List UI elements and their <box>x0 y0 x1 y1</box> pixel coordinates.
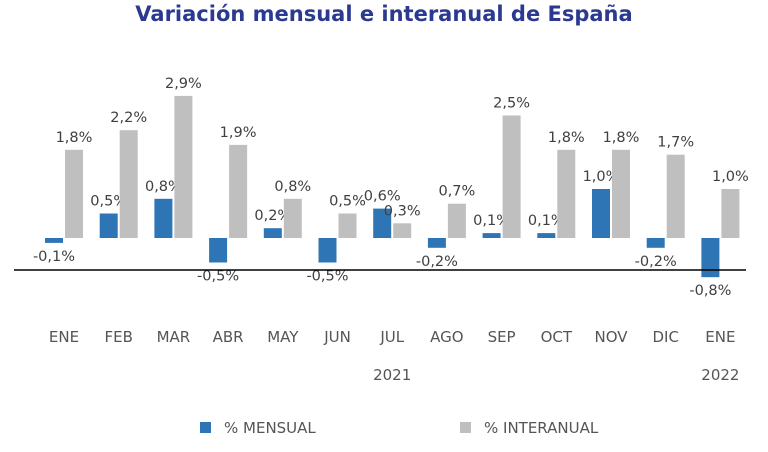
data-label-mensual: -0,8% <box>689 283 731 299</box>
year-label: 2022 <box>701 366 739 384</box>
x-tick-label: JUL <box>379 328 404 346</box>
bar-mensual <box>45 238 63 243</box>
x-tick-label: JUN <box>323 328 351 346</box>
data-label-mensual: 1,0% <box>583 169 620 185</box>
bar-interanual <box>174 95 193 239</box>
data-label-interanual: 1,8% <box>548 130 585 146</box>
data-label-interanual: 1,8% <box>603 130 640 146</box>
bar-mensual <box>209 238 228 263</box>
legend-swatch <box>460 422 471 433</box>
legend-label: % INTERANUAL <box>484 419 599 437</box>
bar-mensual <box>537 233 556 238</box>
bar-mensual <box>482 233 501 238</box>
x-tick-label: MAR <box>157 328 191 346</box>
bar-interanual <box>393 223 412 238</box>
data-label-mensual: 0,1% <box>528 213 565 229</box>
data-label-interanual: 2,9% <box>165 76 202 92</box>
chart-title: Variación mensual e interanual de España <box>135 2 633 26</box>
x-tick-label: ENE <box>705 328 735 346</box>
bar-mensual <box>263 228 282 238</box>
bar-mensual <box>318 238 337 263</box>
bar-interanual <box>557 149 576 238</box>
legend-label: % MENSUAL <box>224 419 316 437</box>
bar-interanual <box>666 154 685 238</box>
data-label-interanual: 1,0% <box>712 169 749 185</box>
x-tick-label: MAY <box>267 328 299 346</box>
data-label-interanual: 1,7% <box>657 135 694 151</box>
data-label-mensual: -0,2% <box>416 254 458 270</box>
data-label-mensual: -0,2% <box>635 254 677 270</box>
legend-swatch <box>200 422 211 433</box>
bar-interanual <box>502 115 521 238</box>
data-label-interanual: 1,9% <box>220 125 257 141</box>
data-label-mensual: 0,5% <box>90 194 127 210</box>
bar-mensual <box>373 208 392 238</box>
bar-mensual <box>154 198 173 238</box>
bar-interanual <box>283 198 302 238</box>
data-label-mensual: 0,2% <box>254 208 291 224</box>
x-tick-label: ENE <box>49 328 79 346</box>
bar-interanual <box>229 144 248 238</box>
data-label-mensual: 0,8% <box>145 179 182 195</box>
x-tick-label: NOV <box>594 328 628 346</box>
bar-mensual <box>592 189 610 238</box>
data-label-interanual: 1,8% <box>56 130 93 146</box>
bar-interanual <box>65 149 83 238</box>
data-label-interanual: 0,7% <box>438 184 475 200</box>
x-tick-label: AGO <box>430 328 463 346</box>
data-label-interanual: 2,5% <box>493 96 530 112</box>
data-label-interanual: 0,8% <box>274 179 311 195</box>
x-tick-label: OCT <box>541 328 573 346</box>
x-tick-label: SEP <box>488 328 516 346</box>
data-label-interanual: 0,3% <box>384 203 421 219</box>
data-label-mensual: -0,5% <box>197 269 239 285</box>
bar-mensual <box>646 238 665 248</box>
bar-interanual <box>612 149 630 238</box>
bar-interanual <box>338 213 357 238</box>
bar-interanual <box>119 130 138 238</box>
bar-mensual <box>701 238 720 278</box>
data-label-mensual: 0,1% <box>473 213 510 229</box>
bar-interanual <box>721 189 740 238</box>
year-label: 2021 <box>373 366 411 384</box>
bar-mensual <box>99 213 118 238</box>
x-tick-label: FEB <box>104 328 132 346</box>
data-label-interanual: 2,2% <box>110 110 147 126</box>
data-label-mensual: -0,5% <box>306 269 348 285</box>
data-label-mensual: 0,6% <box>364 189 401 205</box>
bar-mensual <box>427 238 446 248</box>
x-tick-label: ABR <box>213 328 244 346</box>
bar-interanual <box>447 203 466 238</box>
data-label-mensual: -0,1% <box>33 249 75 265</box>
data-label-interanual: 0,5% <box>329 194 366 210</box>
x-tick-label: DIC <box>652 328 678 346</box>
